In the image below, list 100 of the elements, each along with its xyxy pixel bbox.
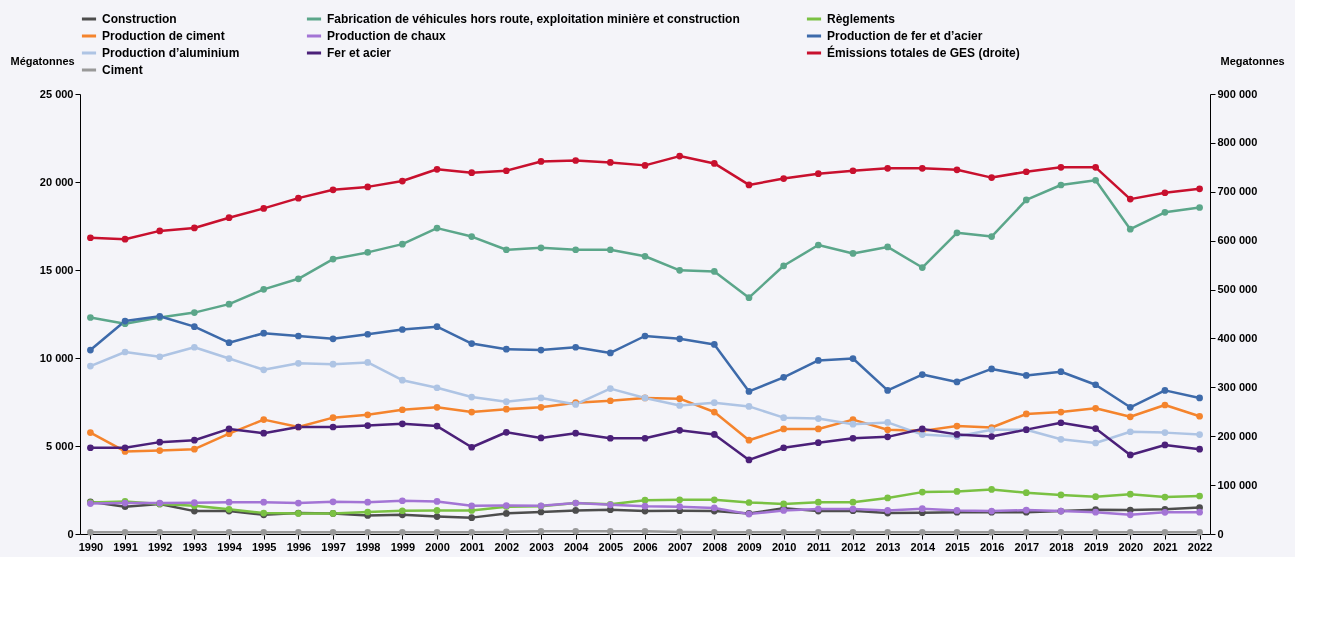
point [87,429,94,436]
point [503,167,510,175]
point [1022,372,1030,379]
point [1057,528,1065,536]
x-tick-label: 2019 [1083,540,1109,553]
point [641,162,649,169]
point [87,362,94,370]
point [364,249,372,256]
point [364,330,372,338]
point [191,323,198,331]
point [364,359,372,366]
point [537,394,545,402]
point [606,397,614,405]
point [191,528,198,536]
legend-label: Production de chaux [327,29,447,43]
y-tick-label: 25 000 [39,87,74,100]
point [1092,425,1099,432]
point [121,444,129,452]
point [433,513,441,520]
point [1057,419,1065,427]
point [156,438,164,446]
point [745,388,753,395]
x-tick-label: 1994 [217,540,243,553]
point [1092,381,1099,389]
point [918,164,926,172]
point [1092,404,1099,412]
x-tick-label: 2005 [598,540,624,553]
point [1057,435,1065,443]
point [399,497,406,505]
legend-label: Fabrication de véhicules hors route, exploitation minière et construction [327,12,740,26]
point [1057,181,1065,189]
point [1196,412,1203,420]
point [329,335,337,343]
point [710,160,718,167]
point [918,505,926,512]
point [1196,394,1203,402]
point [745,499,753,506]
point [1126,451,1134,459]
point [780,175,787,182]
point [399,326,406,333]
point [710,496,718,504]
point [329,414,337,422]
point [295,332,302,340]
point [780,262,787,270]
x-tick-label: 2013 [875,540,901,553]
x-tick-label: 2010 [771,540,797,553]
point [676,528,684,536]
point [364,183,372,191]
point [849,250,857,257]
point [884,164,891,172]
point [988,433,995,440]
point [503,345,510,353]
point [433,528,441,536]
x-tick-label: 2022 [1187,540,1213,553]
point [780,444,787,452]
y2-tick-label: 400 000 [1217,331,1258,344]
point [503,405,510,413]
point [156,447,164,454]
y-tick-label: 15 000 [39,263,74,276]
point [87,234,94,242]
point [468,514,476,521]
point [676,152,684,160]
point [329,498,337,506]
point [260,528,268,536]
point [295,499,302,507]
point [468,528,476,536]
point [191,309,198,316]
point [572,343,580,351]
point [884,426,891,434]
point [780,374,787,381]
point [814,241,822,249]
point [1022,168,1030,176]
point [988,233,995,240]
point [953,166,961,174]
point [260,416,268,423]
point [849,167,857,175]
y2-tick-label: 300 000 [1217,380,1258,393]
x-tick-label: 2016 [979,540,1005,553]
point [295,275,302,283]
point [1161,387,1169,394]
x-tick-label: 2020 [1118,540,1144,553]
point [884,387,891,394]
point [260,205,268,212]
point [87,444,94,452]
point [884,433,891,441]
point [884,419,891,426]
point [433,498,441,505]
point [1057,408,1065,416]
point [676,395,684,402]
point [503,428,510,436]
point [225,214,233,222]
point [537,158,545,165]
point [364,411,372,419]
y2-tick-label: 500 000 [1217,283,1258,296]
point [399,240,406,248]
point [537,244,545,252]
point [849,420,857,428]
point [884,494,891,502]
x-tick-label: 2018 [1049,540,1074,553]
point [918,264,926,271]
